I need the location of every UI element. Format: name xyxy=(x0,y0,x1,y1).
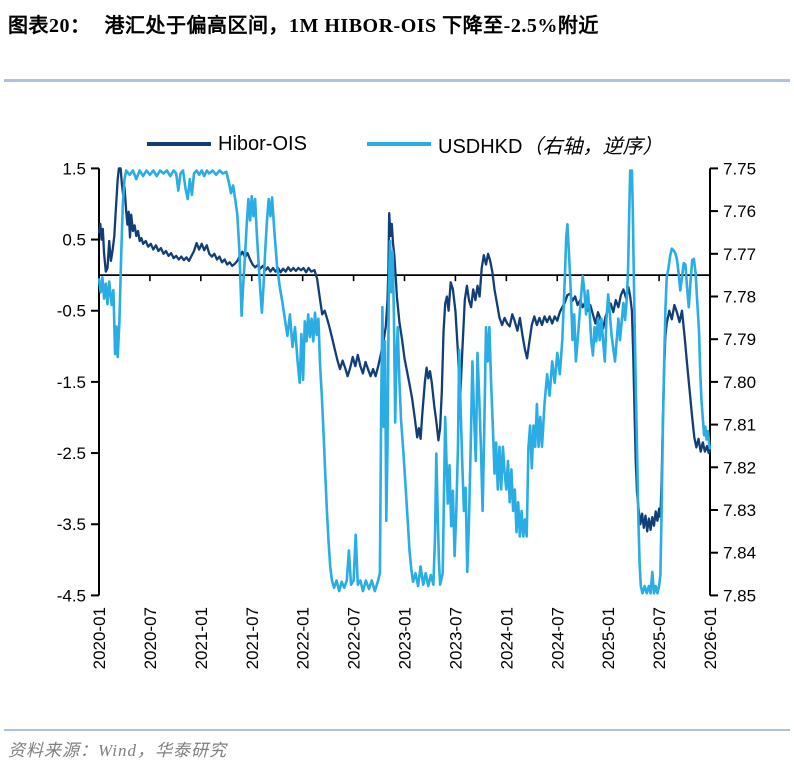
right-axis-tick-label: 7.78 xyxy=(723,288,756,307)
chart-legend: Hibor-OIS USDHKD（右轴，逆序） xyxy=(0,131,794,158)
right-axis-tick-label: 7.84 xyxy=(723,544,756,563)
right-axis-tick-label: 7.83 xyxy=(723,501,756,520)
hibor-ois-line-swatch xyxy=(147,142,211,146)
series-line-hibor-ois xyxy=(98,167,711,533)
right-axis-tick-label: 7.82 xyxy=(723,458,756,477)
left-axis-tick-label: 0.5 xyxy=(62,231,86,250)
x-axis-tick-label: 2021-07 xyxy=(243,607,262,669)
x-axis-tick-label: 2025-07 xyxy=(650,607,669,669)
footer-divider xyxy=(4,729,790,731)
x-axis-tick-label: 2022-07 xyxy=(345,607,364,669)
right-axis-tick-label: 7.80 xyxy=(723,373,756,392)
right-axis-tick-label: 7.75 xyxy=(723,159,756,178)
x-axis-tick-label: 2025-01 xyxy=(599,607,618,669)
title-divider xyxy=(4,79,790,82)
left-axis-tick-label: -2.5 xyxy=(57,444,86,463)
left-axis-tick-label: 1.5 xyxy=(62,159,86,178)
source-attribution: 资料来源：Wind，华泰研究 xyxy=(8,741,227,760)
x-axis-tick-label: 2024-01 xyxy=(497,607,516,669)
page-title: 图表20： 港汇处于偏高区间，1M HIBOR-OIS 下降至-2.5%附近 xyxy=(8,9,788,38)
x-axis-tick-label: 2024-07 xyxy=(548,607,567,669)
x-axis-tick-label: 2023-01 xyxy=(396,607,415,669)
x-axis-tick-label: 2026-01 xyxy=(701,607,720,669)
usdhkd-line-swatch xyxy=(367,142,431,146)
x-axis-tick-label: 2023-07 xyxy=(446,607,465,669)
series-line-usdhkd xyxy=(98,169,711,595)
x-axis-tick-label: 2022-01 xyxy=(294,607,313,669)
legend-item-hibor-ois: Hibor-OIS xyxy=(147,131,307,157)
left-axis-tick-label: -1.5 xyxy=(57,373,86,392)
left-axis-tick-label: -0.5 xyxy=(57,302,86,321)
legend-item-usdhkd: USDHKD（右轴，逆序） xyxy=(367,131,663,158)
right-axis-tick-label: 7.79 xyxy=(723,330,756,349)
x-axis-tick-label: 2020-01 xyxy=(90,607,109,669)
right-axis-tick-label: 7.81 xyxy=(723,416,756,435)
right-axis-tick-label: 7.85 xyxy=(723,586,756,605)
x-axis-tick-label: 2021-01 xyxy=(192,607,211,669)
x-axis-tick-label: 2020-07 xyxy=(141,607,160,669)
right-axis-tick-label: 7.77 xyxy=(723,245,756,264)
left-axis-tick-label: -3.5 xyxy=(57,515,86,534)
figure-title-text: 港汇处于偏高区间，1M HIBOR-OIS 下降至-2.5%附近 xyxy=(104,15,599,37)
left-axis-tick-label: -4.5 xyxy=(57,586,86,605)
figure-number: 图表20： xyxy=(8,15,91,37)
right-axis-tick-label: 7.76 xyxy=(723,202,756,221)
legend-label-usdhkd-axis-note: （右轴，逆序） xyxy=(522,135,663,158)
legend-label-usdhkd: USDHKD（右轴，逆序） xyxy=(438,135,663,158)
legend-label-hibor-ois: Hibor-OIS xyxy=(218,132,307,155)
